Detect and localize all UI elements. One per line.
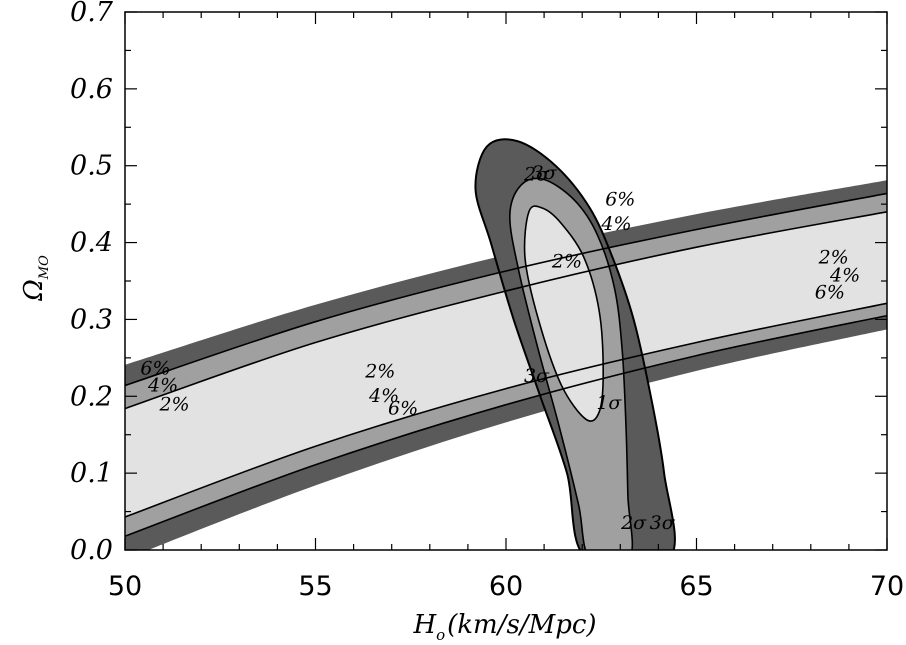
y-tick-label: 0.2 — [70, 381, 113, 412]
ellipse-contour-label: 3σ — [650, 512, 676, 534]
x-tick-label: 60 — [489, 571, 523, 602]
x-tick-label: 65 — [679, 571, 713, 602]
band-fills — [125, 180, 887, 550]
x-tick-label: 50 — [108, 571, 142, 602]
x-tick-label: 55 — [298, 571, 332, 602]
x-axis-title: Ho(km/s/Mpc) — [412, 610, 596, 644]
band-contour-label: 6% — [605, 188, 635, 210]
x-tick-label: 70 — [870, 571, 904, 602]
ellipse-contour-2sigma — [508, 177, 634, 550]
band-contour-label: 4% — [147, 374, 178, 396]
ellipse-contour-label: 3σ — [524, 365, 550, 387]
y-axis-title-sub: MO — [37, 255, 52, 280]
ellipse-contour-label: 2σ — [523, 164, 550, 186]
band-contour-upper-4pct — [125, 192, 887, 387]
y-axis-title-main: Ω — [19, 279, 49, 302]
y-tick-label: 0.5 — [70, 151, 113, 182]
band-contour-label: 2% — [364, 360, 395, 382]
ellipse-lines — [474, 138, 676, 550]
plot-area — [125, 138, 887, 550]
ellipse-region-1sigma — [524, 206, 604, 422]
y-tick-label: 0.1 — [70, 458, 113, 489]
band-contour-label: 6% — [140, 357, 170, 379]
band-contour-lower-2pct — [125, 302, 887, 518]
x-axis-title-main: H — [412, 610, 437, 640]
band-contour-label: 4% — [368, 385, 399, 407]
band-contour-label: 6% — [388, 397, 418, 419]
y-tick-label: 0.4 — [70, 228, 113, 259]
band-contour-label: 4% — [600, 213, 631, 235]
band-contour-label: 2% — [158, 394, 189, 416]
ellipse-contour-1sigma — [523, 205, 605, 422]
band-contour-label: 4% — [829, 264, 860, 286]
ellipse-contour-label: 3σ — [532, 162, 558, 184]
x-axis-title-sub: o — [436, 626, 445, 644]
ellipse-contour-3sigma — [474, 138, 676, 550]
band-contour-label: 2% — [551, 251, 582, 273]
band-contour-lower-4pct — [125, 314, 887, 537]
y-tick-label: 0.7 — [70, 0, 114, 28]
axis-ticks — [124, 11, 888, 551]
y-tick-label: 0.6 — [70, 74, 113, 105]
x-axis-title-rest: (km/s/Mpc) — [447, 610, 596, 640]
y-tick-label: 0.0 — [70, 535, 113, 566]
ellipse-contour-label: 1σ — [596, 392, 622, 414]
band-region-2pct — [125, 211, 887, 518]
ellipse-contour-label: 2σ — [620, 512, 647, 534]
y-tick-label: 0.3 — [70, 304, 113, 335]
y-axis-title: ΩMO — [19, 255, 52, 302]
tick-labels: 50 55 60 65 70 0.0 0.1 0.2 0.3 0.4 0.5 0.6 0.7 — [70, 0, 904, 602]
band-contour-label: 6% — [815, 281, 845, 303]
band-contour-label: 2% — [818, 247, 849, 269]
